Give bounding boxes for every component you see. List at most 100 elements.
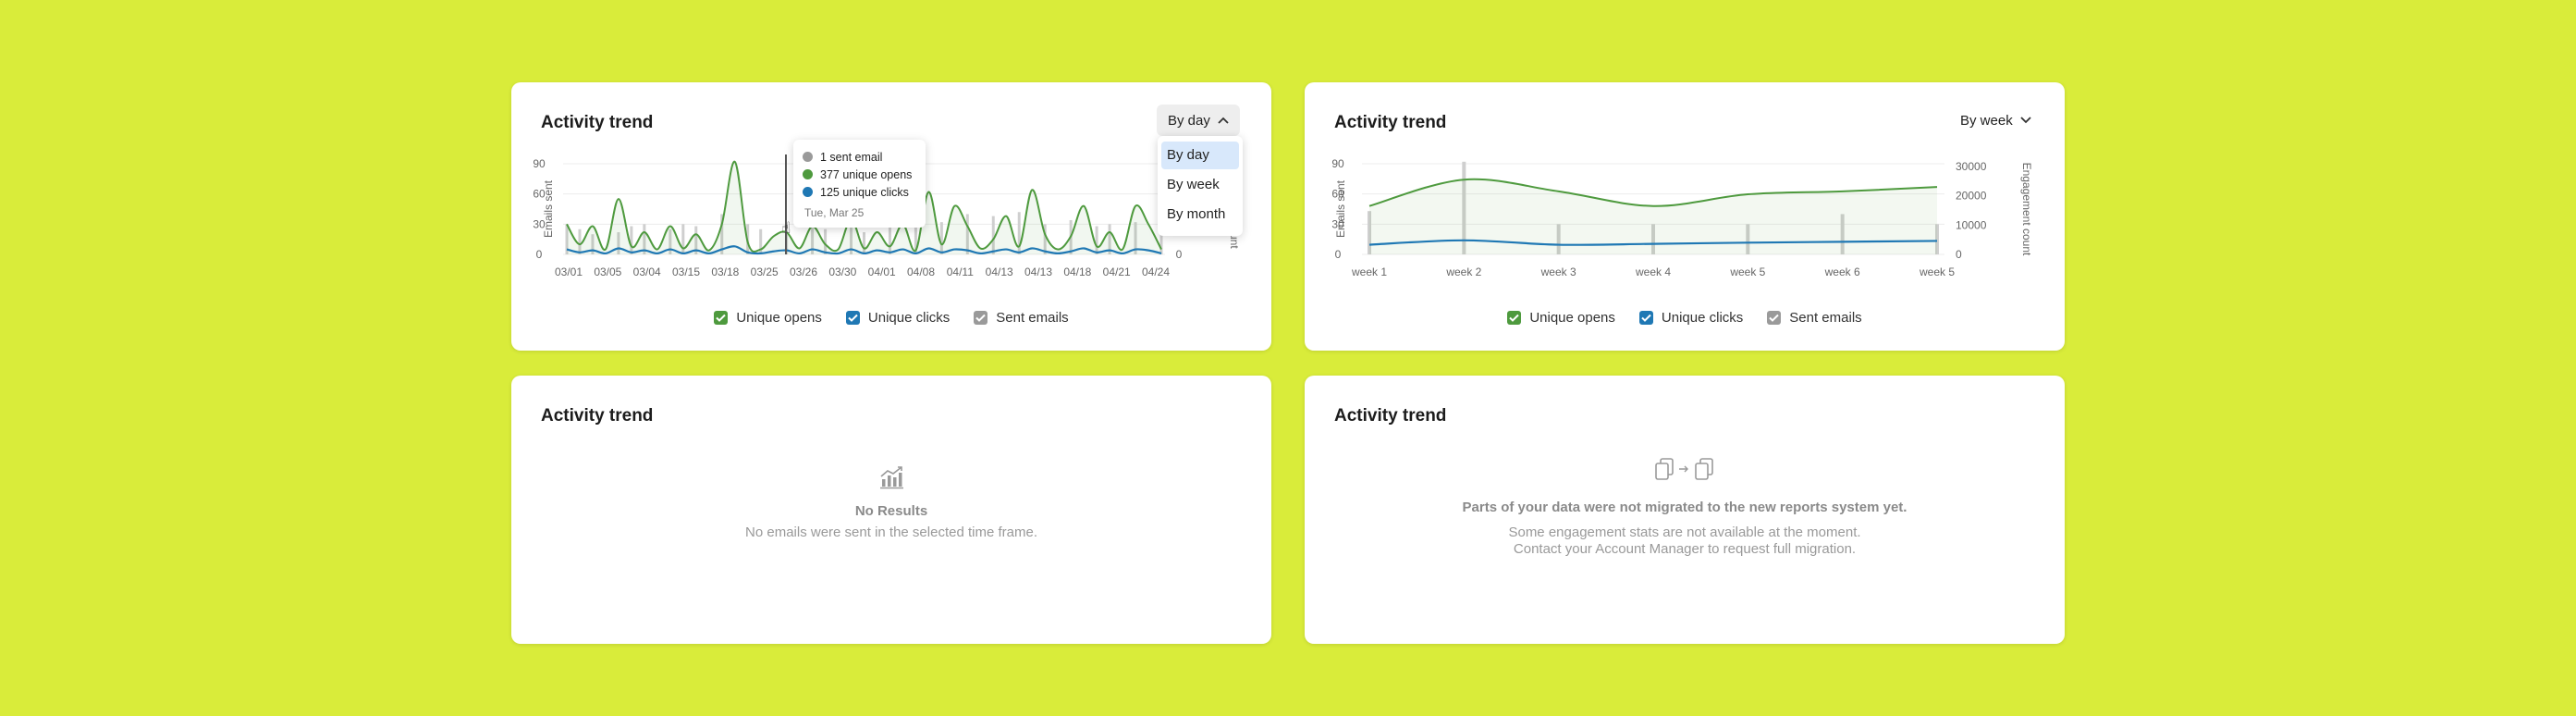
checkbox-checked-icon[interactable] xyxy=(974,311,988,325)
y-tick-label: 0 xyxy=(536,248,543,261)
tooltip-date: Tue, Mar 25 xyxy=(804,206,865,219)
legend-unique-clicks[interactable]: Unique clicks xyxy=(1638,310,1744,326)
opens-area xyxy=(567,161,1161,254)
opens-line xyxy=(566,160,1162,253)
migration-notice: Parts of your data were not migrated to … xyxy=(1305,455,2065,558)
sent-dot-icon xyxy=(803,152,813,162)
activity-trend-card-weekly: Activity trend By week 0 30 60 90 0 10000 2000… xyxy=(1305,82,2065,351)
legend-label: Unique clicks xyxy=(867,310,951,326)
weekly-activity-chart[interactable]: 0 30 60 90 0 10000 20000 30000 Emails sent Engage… xyxy=(1305,82,2065,304)
chart-legend: Unique opens Unique clicks Sent emails xyxy=(511,310,1271,326)
period-select[interactable]: By week xyxy=(1949,105,2042,136)
sent-bar xyxy=(1017,212,1021,254)
sent-bar xyxy=(1159,234,1163,254)
period-select-label: By week xyxy=(1960,112,2013,129)
legend-label: Sent emails xyxy=(996,310,1069,326)
sent-bar xyxy=(630,226,633,254)
legend-unique-clicks[interactable]: Unique clicks xyxy=(845,310,951,326)
x-tick-label: 03/25 xyxy=(751,265,779,278)
chart-icon xyxy=(880,466,903,489)
option-by-month[interactable]: By month xyxy=(1167,206,1226,222)
x-tick-label: 04/13 xyxy=(1024,265,1052,278)
checkbox-checked-icon[interactable] xyxy=(845,311,860,325)
tooltip-sent: 1 sent email xyxy=(820,150,883,164)
checkbox-checked-icon[interactable] xyxy=(1638,311,1653,325)
sent-bar xyxy=(1651,224,1655,254)
empty-subtitle: No emails were sent in the selected time… xyxy=(745,525,1037,540)
x-tick-label: 04/24 xyxy=(1142,265,1170,278)
clicks-line xyxy=(1368,239,1938,246)
period-select[interactable]: By day xyxy=(1157,105,1240,136)
legend-unique-opens[interactable]: Unique opens xyxy=(714,310,822,326)
opens-dot-icon xyxy=(803,169,813,179)
sent-bar xyxy=(824,228,828,254)
y2-tick-label: 0 xyxy=(1956,248,1962,261)
migration-subtitle-2: Contact your Account Manager to request … xyxy=(1513,541,1857,557)
card-title: Activity trend xyxy=(1334,113,1447,132)
y2-tick-label: 10000 xyxy=(1956,218,1987,231)
sent-bar xyxy=(1134,222,1137,254)
sent-bar xyxy=(1368,211,1371,254)
sent-bar xyxy=(759,228,763,254)
legend-unique-opens[interactable]: Unique opens xyxy=(1507,310,1615,326)
sent-bar xyxy=(850,224,853,254)
x-tick-label: 04/13 xyxy=(986,265,1013,278)
y-tick-label: 60 xyxy=(1331,188,1344,201)
tooltip-clicks: 125 unique clicks xyxy=(820,185,909,199)
option-by-week[interactable]: By week xyxy=(1167,177,1220,192)
x-tick-label: 03/30 xyxy=(828,265,856,278)
x-tick-label: 03/26 xyxy=(790,265,817,278)
legend-label: Sent emails xyxy=(1789,310,1862,326)
legend-sent-emails[interactable]: Sent emails xyxy=(974,310,1069,326)
sent-bar xyxy=(1556,224,1561,254)
tooltip-opens: 377 unique opens xyxy=(820,167,913,181)
y-axis-title: Emails sent xyxy=(1334,179,1347,238)
sent-bar xyxy=(811,214,815,254)
checkbox-checked-icon[interactable] xyxy=(1507,311,1522,325)
sent-bar xyxy=(1095,226,1098,254)
y-tick-label: 90 xyxy=(1331,157,1344,170)
empty-state: No Results No emails were sent in the se… xyxy=(511,464,1271,541)
chart-tooltip: 1 sent email 377 unique opens 125 unique… xyxy=(793,140,926,228)
y-tick-label: 60 xyxy=(533,188,546,201)
sent-bar xyxy=(694,226,698,254)
pointer-hand-icon: ☝ xyxy=(781,219,791,237)
period-select-label: By day xyxy=(1168,112,1210,129)
x-tick-label: 03/15 xyxy=(672,265,700,278)
y-tick-label: 90 xyxy=(533,157,546,170)
y2-tick-label: 0 xyxy=(1176,248,1183,261)
x-tick-label: week 5 xyxy=(1919,265,1955,278)
y2-axis-title: Engagement count xyxy=(2020,163,2033,256)
activity-trend-card-daily: Activity trend By day By day By week By … xyxy=(511,82,1271,351)
migration-subtitle-1: Some engagement stats are not available … xyxy=(1508,525,1861,540)
sent-bar xyxy=(888,224,891,254)
sent-bar xyxy=(1840,214,1845,254)
x-tick-label: 04/21 xyxy=(1103,265,1131,278)
checkbox-checked-icon[interactable] xyxy=(714,311,729,325)
legend-sent-emails[interactable]: Sent emails xyxy=(1767,310,1862,326)
legend-label: Unique clicks xyxy=(1661,310,1744,326)
sent-bar xyxy=(578,228,582,254)
option-by-day[interactable]: By day xyxy=(1161,142,1239,169)
sent-bar xyxy=(1462,161,1466,254)
card-title: Activity trend xyxy=(541,113,654,132)
x-tick-label: week 5 xyxy=(1729,265,1765,278)
x-tick-label: week 4 xyxy=(1635,265,1671,278)
sent-bar xyxy=(617,232,620,254)
x-tick-label: 03/05 xyxy=(594,265,621,278)
empty-title: No Results xyxy=(854,503,928,519)
sent-bar xyxy=(1108,224,1111,254)
x-tick-label: week 6 xyxy=(1824,265,1860,278)
opens-line xyxy=(1368,178,1938,207)
card-title: Activity trend xyxy=(541,406,654,426)
sent-bar xyxy=(863,232,865,254)
y-tick-label: 30 xyxy=(1331,217,1344,230)
x-tick-label: 03/04 xyxy=(633,265,661,278)
y-axis-title: Emails sent xyxy=(542,179,555,238)
sent-bar xyxy=(565,224,569,254)
clicks-dot-icon xyxy=(803,187,813,197)
migration-icon xyxy=(1655,458,1713,480)
checkbox-checked-icon[interactable] xyxy=(1767,311,1782,325)
x-tick-label: 04/11 xyxy=(947,265,974,278)
